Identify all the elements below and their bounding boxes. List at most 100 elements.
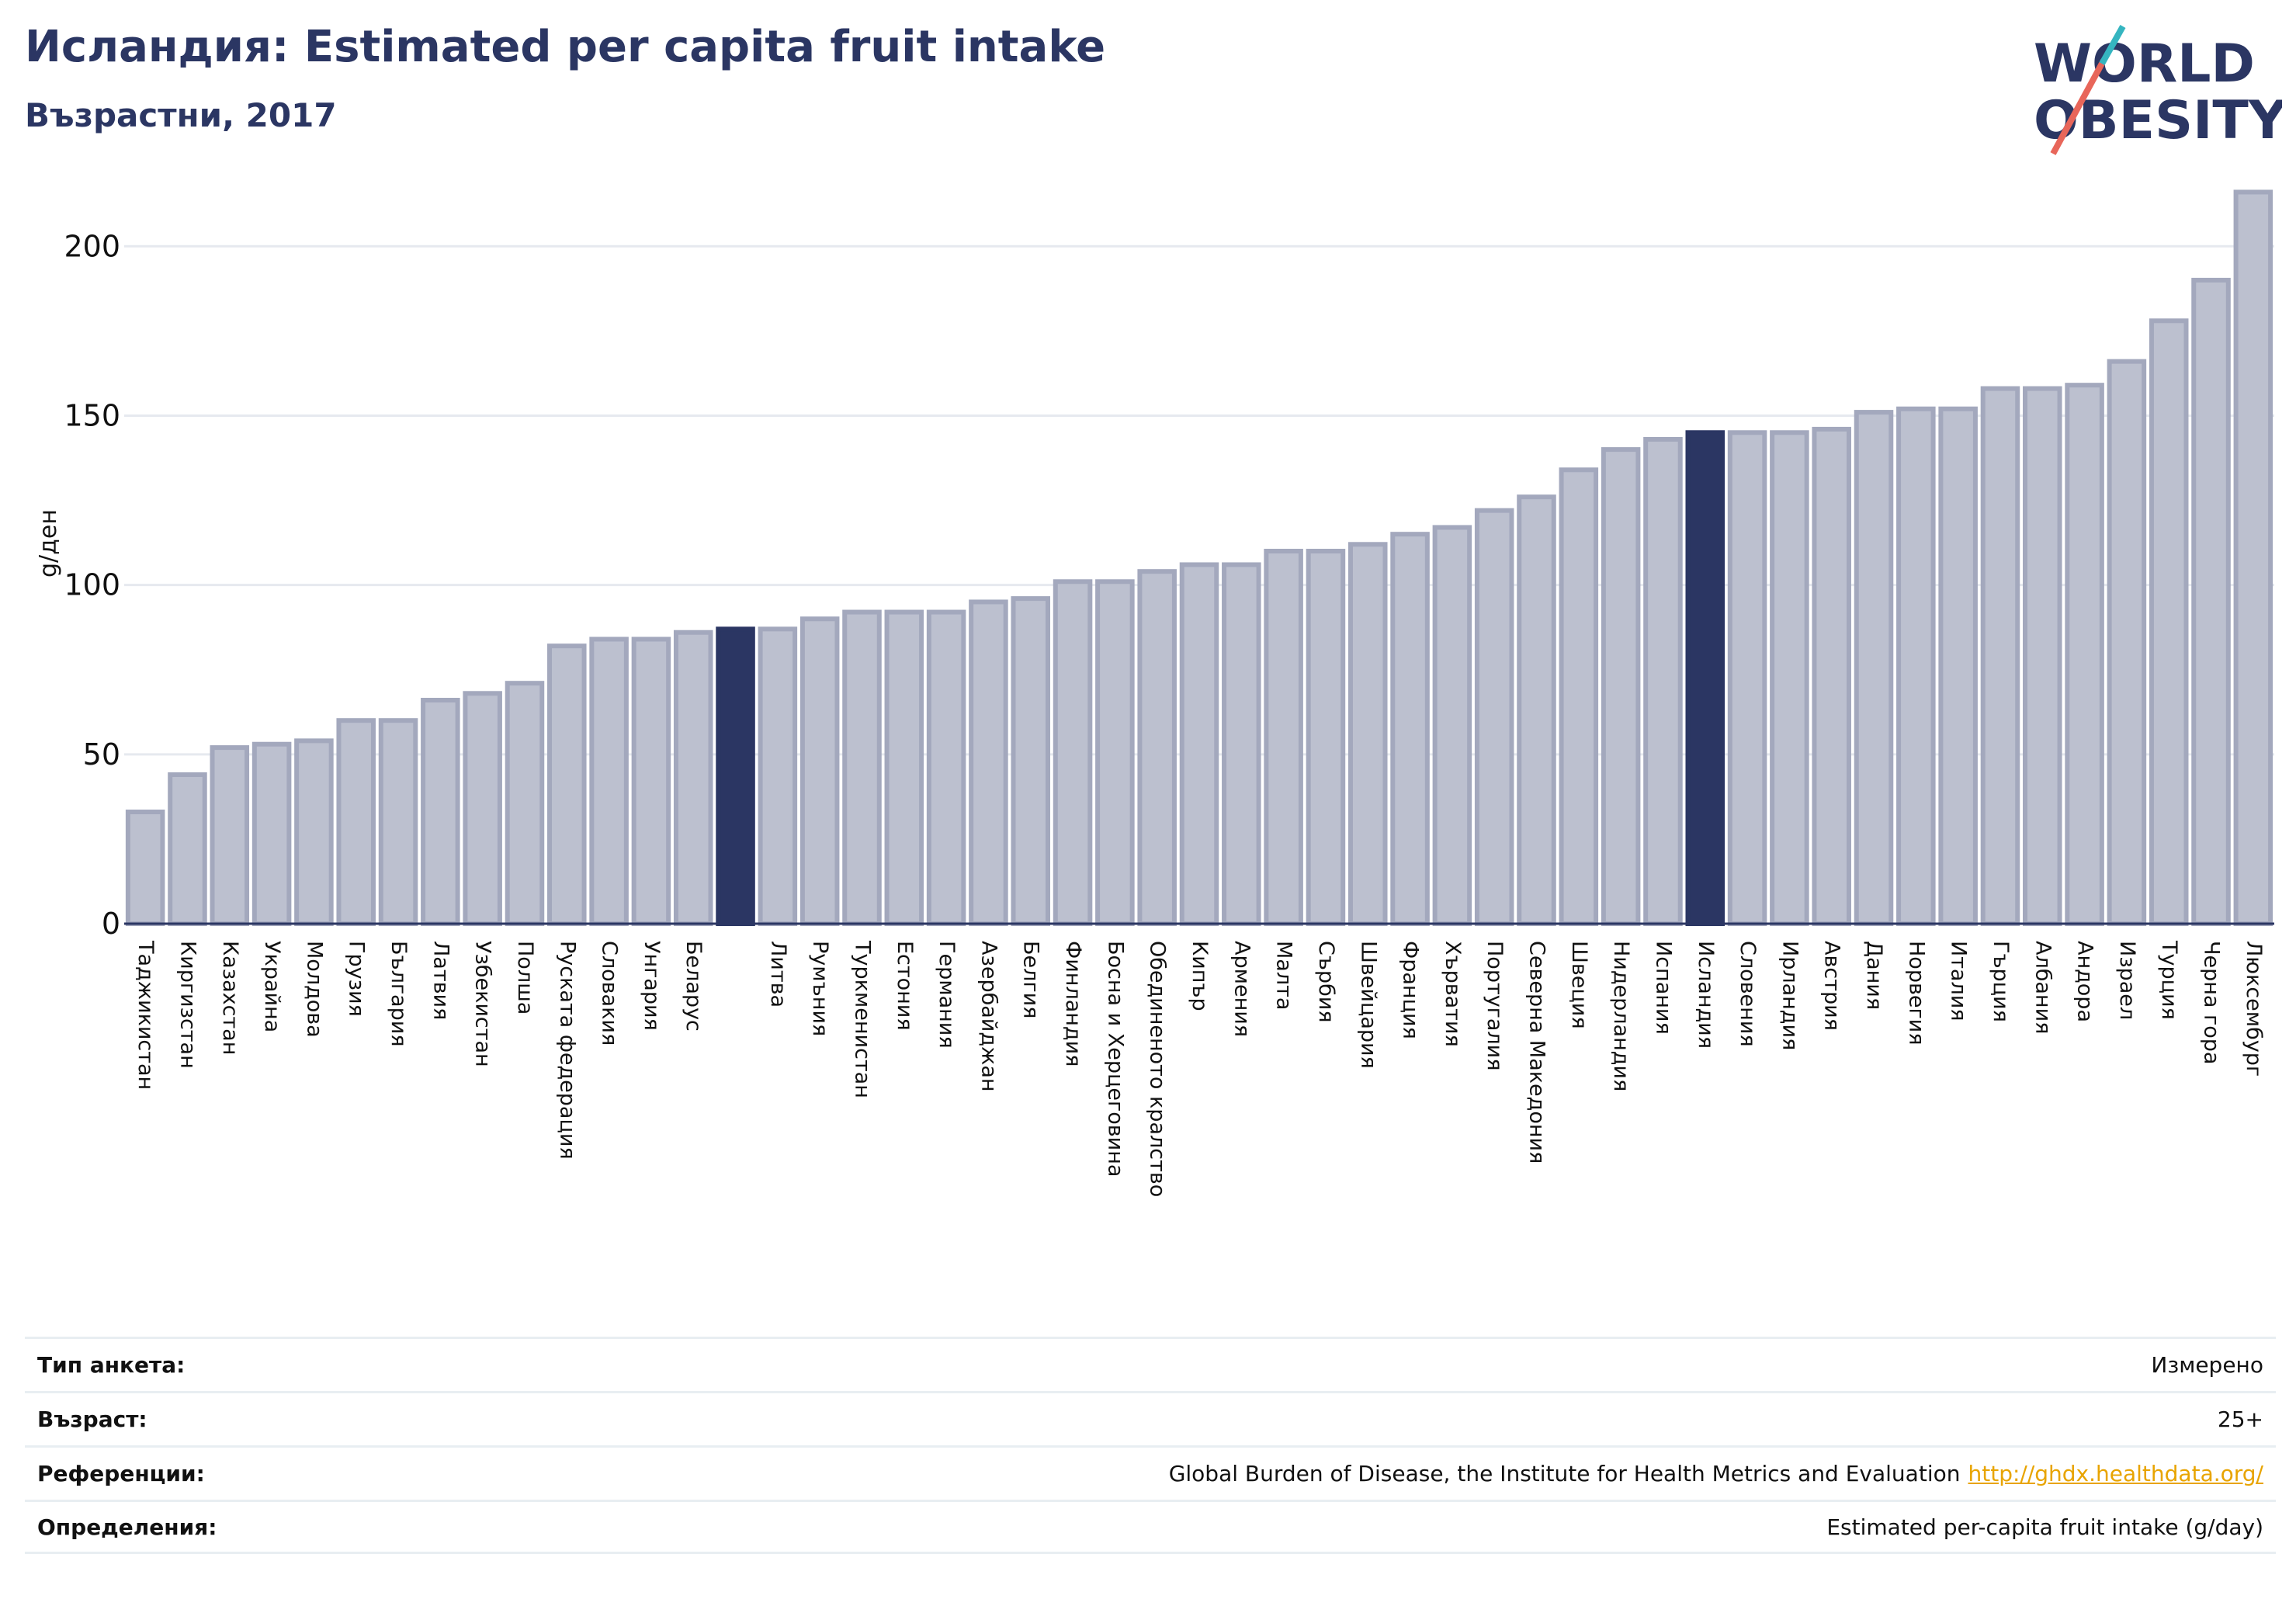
bar [1137,569,1177,926]
x-axis-labels: Таджикистан Киргизстан Казахстан Украйна Мол… [134,940,2266,1197]
survey-type-value: Измерено [2151,1352,2263,1378]
bar [210,745,250,926]
y-axis-ticks: 0 50 100 150 200 [64,229,120,941]
bar [2149,318,2189,927]
x-tick-label: Нидерландия [1609,941,1633,1091]
definitions-label: Определения: [37,1514,217,1540]
x-tick-label: Обединеното кралство [1146,941,1170,1197]
x-tick-label: Германия [935,941,959,1049]
bar [758,626,798,926]
bar [1727,430,1767,927]
x-tick-label: Малта [1272,941,1296,1010]
x-tick-label: Исландия [1694,941,1718,1049]
bar [505,681,545,926]
x-tick-label: Белгия [1019,941,1043,1018]
x-tick-label: Латвия [428,941,453,1020]
bar [1980,386,2020,926]
bar [2191,277,2231,926]
x-tick-label: Сърбия [1314,941,1338,1023]
y-tick-label: 150 [64,398,120,432]
bar [1347,542,1388,926]
bar [294,738,334,927]
survey-type-label: Тип анкета: [37,1352,186,1378]
x-tick-label: Румъния [808,941,832,1036]
bar [1601,447,1641,927]
bar [1854,410,1894,927]
bar [842,609,882,927]
x-tick-label: Узбекистан [471,941,495,1067]
bar [1517,494,1556,926]
x-tick-label: Грузия [345,941,369,1017]
x-tick-label: Молдова [302,941,326,1038]
bar [631,636,671,926]
metadata-table: Тип анкета: Измерено Възраст: 25+ Рефере… [25,1337,2276,1554]
x-tick-label: Босна и Херцеговина [1103,941,1127,1177]
x-tick-label: Норвегия [1904,941,1928,1045]
meta-row-age: Възраст: 25+ [25,1391,2276,1445]
x-tick-label: Туркменистан [850,940,874,1098]
references-link[interactable]: http://ghdx.healthdata.org/ [1968,1461,2263,1486]
y-tick-label: 0 [102,907,120,941]
x-tick-label: Украйна [260,941,284,1032]
logo-line1: WORLD [2034,33,2255,95]
x-tick-label: Хърватия [1441,941,1465,1047]
x-tick-label: Беларус [682,941,706,1032]
y-tick-label: 50 [83,737,120,772]
bar [125,810,165,926]
bar [1222,562,1261,926]
bar [1812,426,1851,926]
y-tick-label: 100 [64,568,120,602]
bar [1306,549,1346,926]
bar [1770,430,1809,927]
x-tick-label: Казахстан [218,941,242,1055]
bar [336,718,376,926]
bar [1011,596,1051,926]
x-tick-label: Армения [1230,941,1254,1037]
bar [421,698,460,926]
references-value: Global Burden of Disease, the Institute … [1169,1461,2263,1486]
bar [2107,359,2147,926]
x-tick-label: Словакия [598,941,622,1046]
x-tick-label: Северна Македония [1525,941,1549,1164]
bar [378,718,418,926]
bar [168,772,207,926]
bars [125,189,2273,927]
bar [547,643,587,926]
y-axis-label: g/ден [35,509,62,578]
x-tick-label: Кипър [1188,941,1212,1011]
bar [1390,532,1430,926]
bar [673,630,713,927]
x-tick-label: Черна гора [2200,941,2224,1064]
meta-row-references: Референции: Global Burden of Disease, th… [25,1445,2276,1500]
x-tick-label: Словения [1736,941,1760,1047]
bar-chart: 0 50 100 150 200 g/ден Таджикистан Киргизстан… [35,189,2274,1197]
x-tick-label: Киргизстан [175,941,199,1069]
x-tick-label: Руската федерация [555,941,579,1160]
bar [251,741,292,927]
x-tick-label: Полша [513,941,537,1015]
bar [1938,406,1978,926]
references-text: Global Burden of Disease, the Institute … [1168,1461,1961,1486]
x-tick-label: Австрия [1820,941,1844,1031]
logo-slash-teal [2099,25,2126,65]
age-label: Възраст: [37,1406,147,1432]
x-tick-label: Испания [1651,941,1675,1035]
bar [1559,467,1599,927]
x-tick-label: Финландия [1061,941,1085,1067]
bar [1053,579,1093,926]
bar [716,626,755,926]
references-label: Референции: [37,1461,205,1486]
x-tick-label: Ирландия [1777,941,1802,1050]
x-tick-label: Италия [1947,941,1971,1021]
bar [1432,525,1472,926]
bar [2023,386,2062,926]
bar [1643,437,1683,926]
x-tick-label: Андора [2073,941,2097,1022]
page-title: Исландия: Estimated per capita fruit int… [25,22,1106,72]
x-tick-label: Дания [1862,941,1886,1010]
x-tick-label: Албания [2031,941,2055,1034]
definitions-value: Estimated per-capita fruit intake (g/day… [1826,1514,2263,1540]
meta-row-definitions: Определения: Estimated per-capita fruit … [25,1500,2276,1554]
x-tick-label: Таджикистан [134,940,158,1090]
bar [926,609,966,927]
